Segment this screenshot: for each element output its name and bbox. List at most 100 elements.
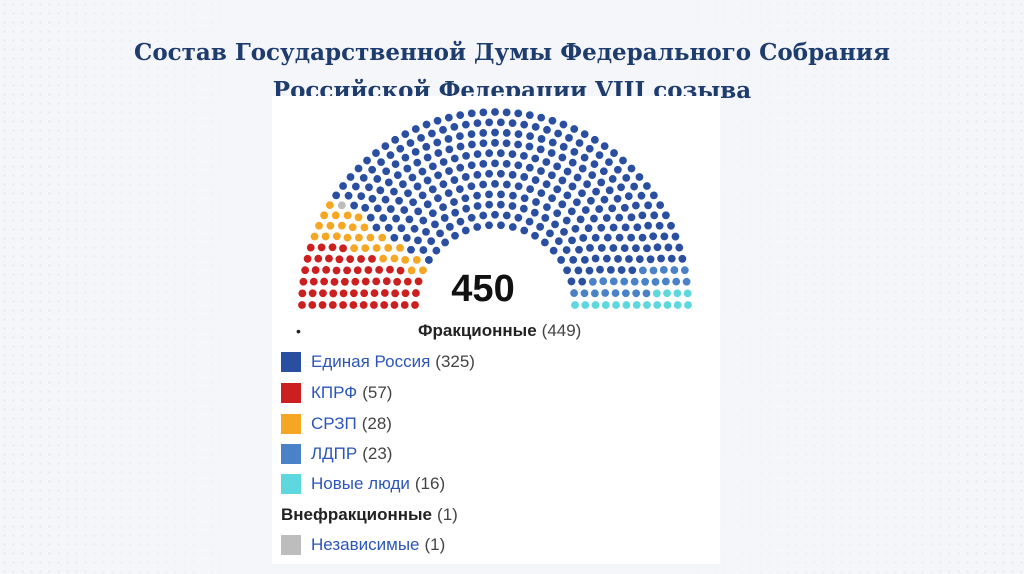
seat-dot: [542, 158, 551, 166]
legend-item-united-russia[interactable]: Единая Россия (325): [281, 352, 475, 372]
seat-dot: [397, 224, 406, 233]
legend-item-ldpr[interactable]: ЛДПР (23): [281, 444, 392, 464]
seat-dot: [558, 176, 567, 185]
seat-dot: [479, 211, 488, 220]
legend-item-name[interactable]: Единая Россия: [311, 352, 431, 371]
seat-dot: [568, 182, 577, 191]
seat-dot: [683, 289, 692, 298]
seat-dot: [346, 173, 355, 181]
seat-dot: [614, 254, 622, 263]
seat-dot: [427, 237, 436, 246]
seat-dot: [590, 135, 599, 144]
seat-dot: [320, 211, 329, 220]
seat-dot: [322, 266, 331, 274]
seat-dot: [611, 289, 620, 298]
seat-dot: [491, 159, 499, 168]
seat-dot: [519, 204, 528, 213]
seat-dot: [571, 301, 579, 309]
seat-dot: [433, 138, 442, 147]
seat-dot: [514, 182, 523, 191]
seat-dot: [644, 201, 653, 210]
seat-dot: [531, 122, 540, 131]
seat-dot: [315, 221, 323, 230]
seat-dot: [317, 243, 326, 252]
seat-dot: [299, 277, 308, 286]
seat-dot: [344, 191, 353, 200]
seat-dot: [630, 277, 639, 286]
seat-dot: [485, 149, 494, 158]
seat-dot: [632, 301, 641, 309]
seat-dot: [562, 246, 571, 254]
seat-dot: [332, 266, 341, 275]
seat-dot: [586, 243, 594, 252]
legend-swatch: [281, 474, 301, 494]
seat-dot: [596, 265, 604, 274]
seat-dot: [525, 163, 534, 172]
legend-item-srzp[interactable]: СРЗП (28): [281, 414, 392, 434]
seat-dot: [456, 217, 465, 226]
seat-dot: [321, 232, 330, 241]
seat-dot: [485, 221, 493, 230]
seat-dot: [455, 185, 464, 194]
seat-dot: [570, 125, 579, 133]
seat-dot: [378, 233, 387, 242]
seat-dot: [301, 266, 310, 275]
seat-dot: [638, 211, 647, 220]
seat-dot: [655, 221, 664, 230]
legend-item-independent[interactable]: Независимые (1): [281, 535, 445, 555]
seat-dot: [343, 233, 352, 242]
seat-dot: [530, 208, 539, 217]
seat-dot: [627, 213, 636, 222]
seat-dot: [514, 109, 523, 118]
seat-dot: [339, 301, 347, 309]
seat-dot: [578, 164, 587, 173]
seat-dot: [568, 236, 576, 245]
seat-dot: [580, 289, 589, 298]
seat-dot: [649, 232, 658, 241]
legend-item-kprf[interactable]: КПРФ (57): [281, 383, 392, 403]
legend-item-name[interactable]: СРЗП: [311, 414, 357, 433]
seat-dot: [591, 233, 600, 242]
seat-dot: [428, 162, 437, 171]
legend-item-name[interactable]: Новые люди: [311, 474, 410, 493]
seat-dot: [381, 195, 390, 204]
seat-dot: [553, 209, 562, 218]
seat-dot: [520, 151, 528, 160]
seat-dot: [298, 289, 307, 298]
seat-dot: [330, 278, 339, 286]
seat-dot: [425, 256, 433, 264]
seat-dot: [541, 214, 550, 222]
seat-dot: [667, 221, 675, 230]
seat-dot: [357, 255, 365, 263]
seat-dot: [298, 301, 306, 309]
legend-item-new-people[interactable]: Новые люди (16): [281, 474, 445, 494]
seat-dot: [450, 122, 459, 131]
seat-dot: [354, 233, 363, 242]
seat-dot: [357, 192, 366, 201]
seat-dot: [649, 266, 658, 275]
seat-dot: [602, 254, 611, 263]
legend-item-count: (57): [362, 383, 393, 402]
seat-dot: [514, 161, 523, 170]
seat-dot: [372, 277, 381, 286]
seat-dot: [619, 156, 627, 165]
seat-dot: [400, 206, 409, 214]
seat-dot: [485, 169, 494, 178]
legend-item-name[interactable]: КПРФ: [311, 383, 358, 402]
seat-dot: [496, 149, 505, 158]
seat-dot: [450, 176, 459, 184]
legend-group-name: Внефракционные: [281, 505, 433, 524]
legend-swatch: [281, 414, 301, 434]
legend-item-name[interactable]: Независимые: [311, 535, 420, 554]
seat-dot: [403, 277, 412, 286]
seat-dot: [439, 180, 448, 189]
seat-dot: [673, 289, 682, 298]
seat-dot: [542, 180, 551, 189]
seat-dot: [390, 254, 399, 263]
seat-dot: [311, 266, 320, 274]
legend-item-name[interactable]: ЛДПР: [311, 444, 358, 463]
seat-dot: [543, 125, 551, 134]
seat-dot: [653, 243, 662, 252]
seat-dot: [602, 214, 611, 222]
seat-dot: [638, 233, 647, 242]
